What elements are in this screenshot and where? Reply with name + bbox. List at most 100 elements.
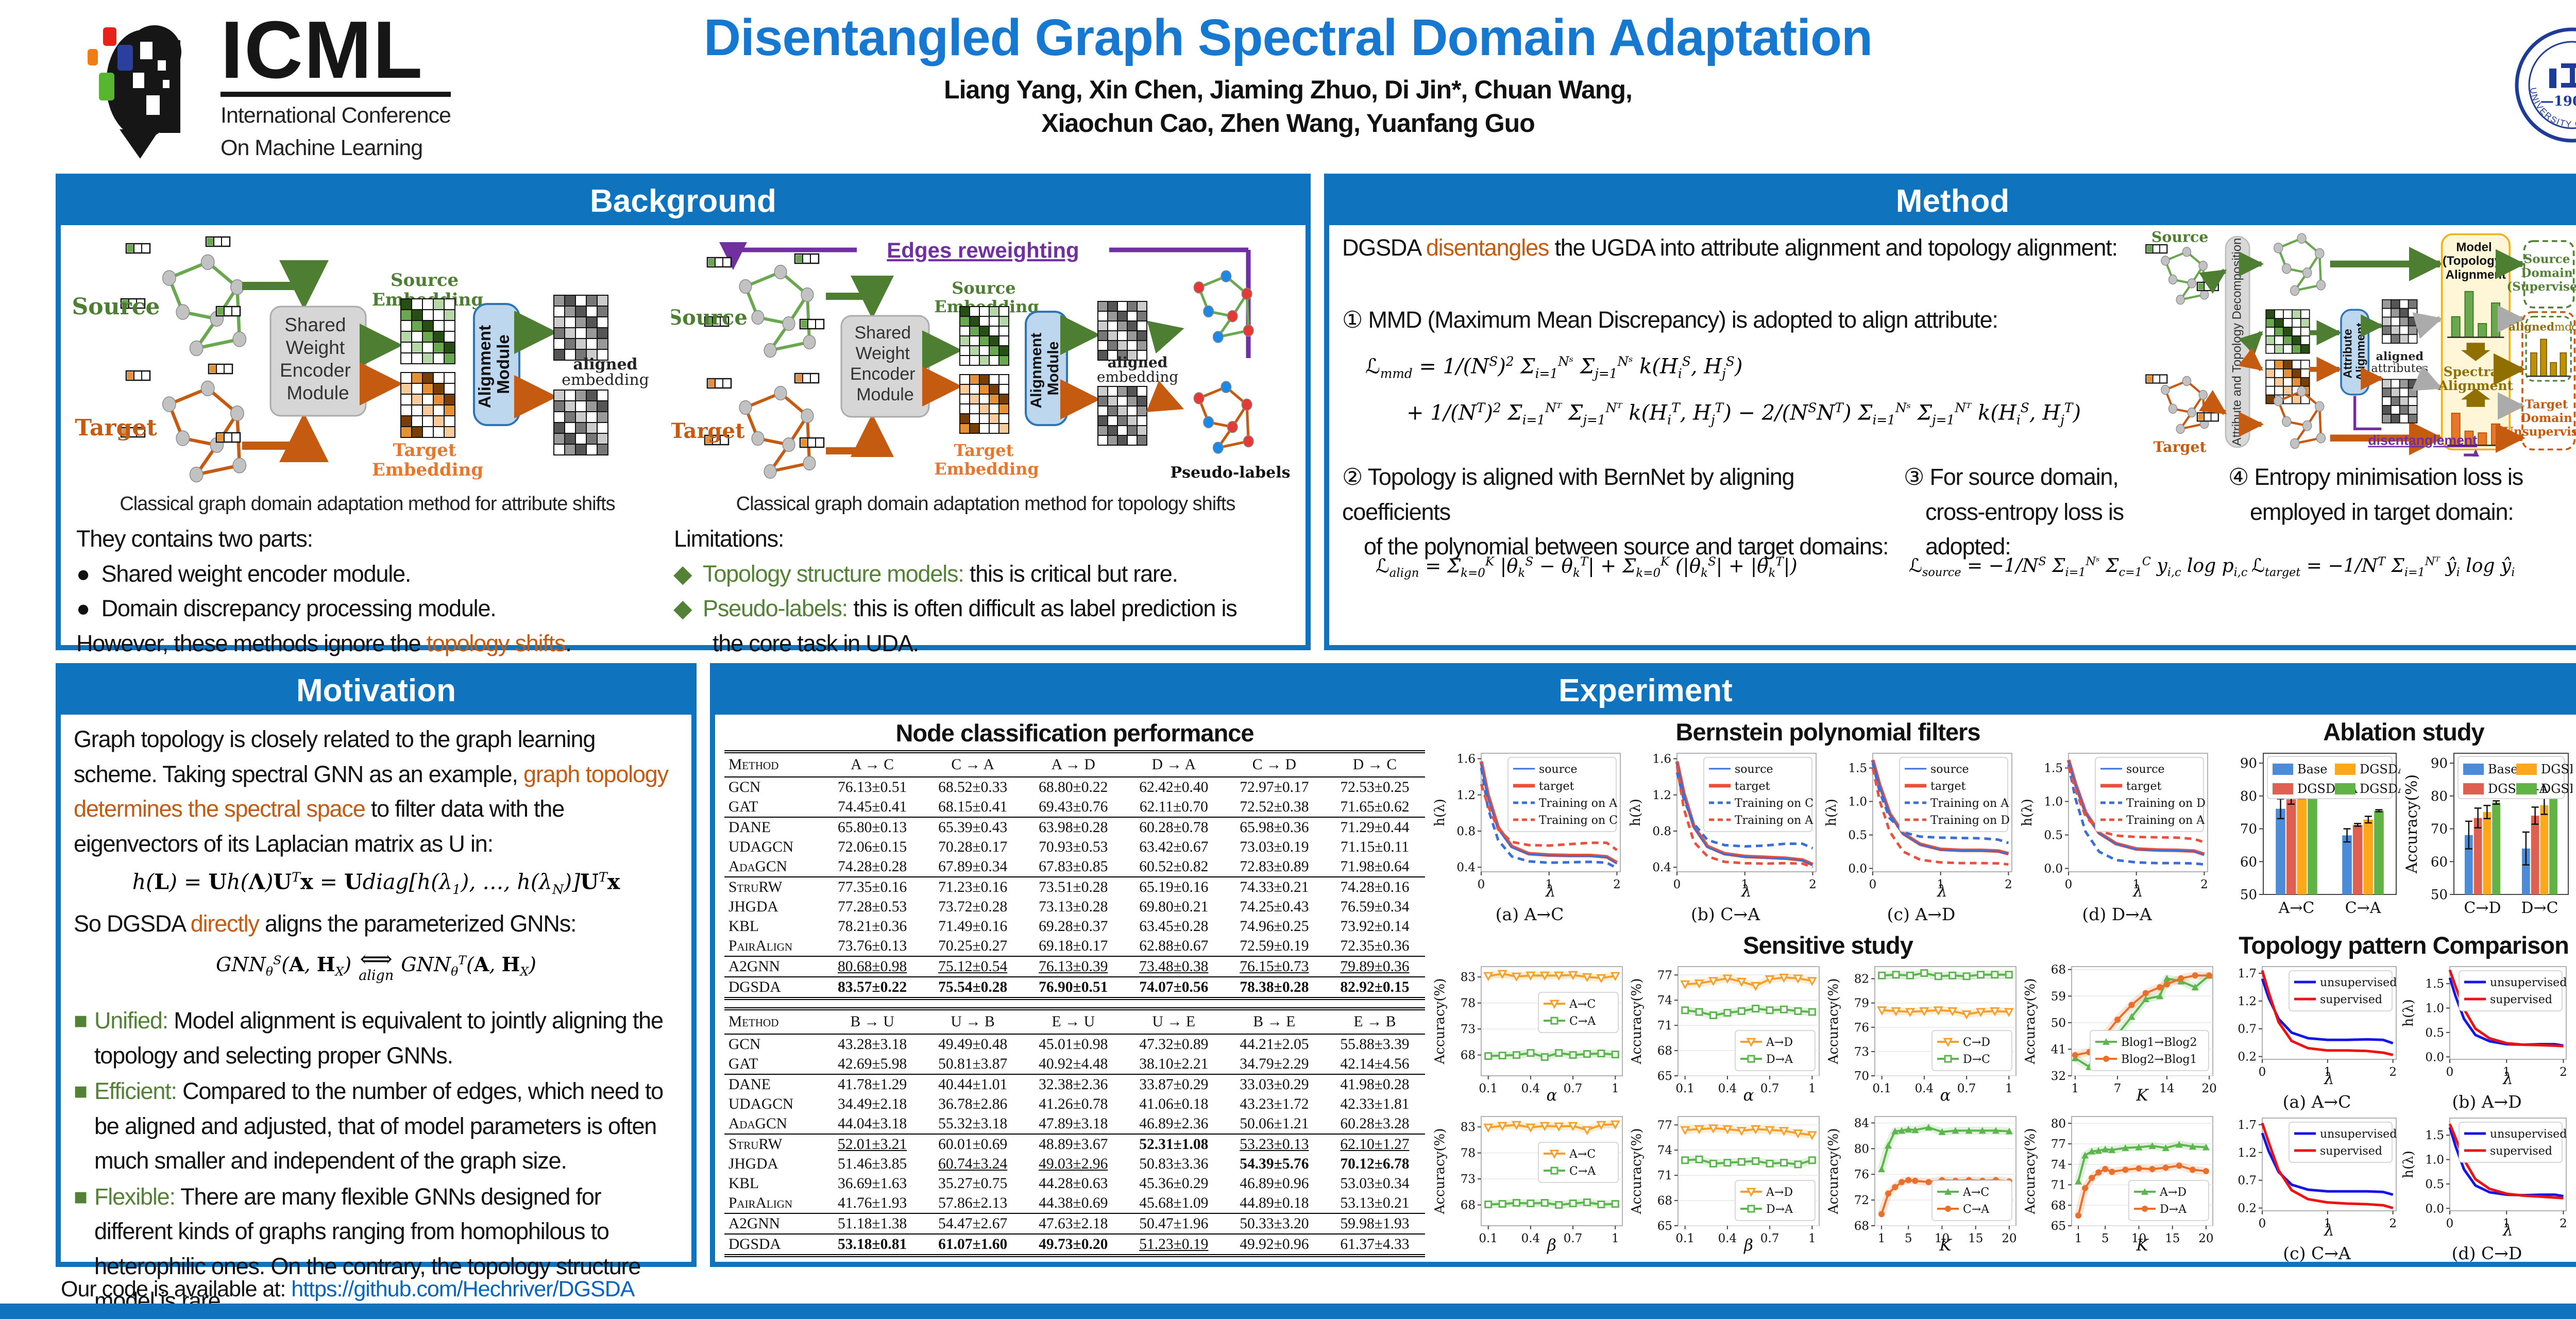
svg-text:λ: λ — [1740, 882, 1752, 901]
value-cell: 63.45±0.28 — [1139, 918, 1209, 935]
aligned-label: aligned — [2376, 350, 2424, 363]
bullet-2: ● Domain discrepancy processing module. — [76, 595, 497, 621]
value-cell: 68.52±0.33 — [922, 776, 1023, 797]
ablation-group: Ablation study 50 60 70 80 90 A→C C→A Base DGSDA… — [2232, 718, 2576, 921]
seal-year: —1903— — [2540, 94, 2576, 109]
value-cell: 72.06±0.15 — [838, 838, 907, 855]
svg-text:70: 70 — [2431, 822, 2448, 837]
svg-text:D→C: D→C — [2521, 899, 2558, 917]
bernstein-title: Bernstein polynomial filters — [1675, 718, 1981, 746]
target-label: Target — [75, 415, 157, 441]
svg-text:Base: Base — [2488, 762, 2518, 776]
bernstein-group: Bernstein polynomial filters 0 1 2 0.4 0.8 1.… — [1432, 718, 2222, 924]
value-cell: 60.01±0.69 — [922, 1134, 1023, 1154]
value-cell: 47.89±3.18 — [1039, 1115, 1108, 1132]
value-cell: 74.96±0.25 — [1240, 918, 1309, 935]
value-cell: 33.87±0.29 — [1123, 1074, 1224, 1094]
bullet-unified: ■ Unified: Model alignment is equivalent… — [74, 1007, 664, 1069]
svg-text:β: β — [1547, 1236, 1556, 1255]
svg-text:Training on A: Training on A — [2126, 814, 2205, 827]
value-cell: 68.15±0.41 — [938, 798, 1008, 815]
svg-text:target: target — [2126, 780, 2162, 793]
value-cell: 62.42±0.40 — [1123, 776, 1224, 797]
value-cell: 35.27±0.75 — [938, 1175, 1008, 1192]
university-seal: —1903— UNIVERSITY OF TECHNOLOGY — [2513, 8, 2576, 143]
table-row: A2GNN 51.18±1.38 54.47±2.67 47.63±2.18 50.47… — [724, 1213, 1425, 1234]
svg-text:2: 2 — [2389, 1066, 2397, 1079]
motivation-paragraph: Graph topology is closely related to the… — [74, 726, 669, 857]
background-panel-title: Background — [61, 179, 1306, 225]
bullet-1: ● Shared weight encoder module. — [76, 560, 411, 587]
value-cell: 78.21±0.36 — [838, 918, 907, 935]
svg-text:1.0: 1.0 — [2425, 1002, 2444, 1016]
chart-sen-3: 0.1 0.4 0.7 1 70 73 76 79 82 α Accuracy(%) C→D D→C — [1826, 966, 2016, 1105]
svg-text:2: 2 — [2389, 1217, 2397, 1230]
value-cell: 44.28±0.63 — [1039, 1175, 1108, 1192]
motivation-panel: Motivation Graph topology is closely rel… — [56, 663, 697, 1314]
chart-caption: (c) C→A — [2283, 1243, 2351, 1263]
svg-text:5: 5 — [1905, 1232, 1912, 1245]
target-label: Target — [2154, 438, 2207, 455]
svg-text:λ: λ — [1936, 882, 1947, 901]
footer-code: Our code is available at: https://github… — [61, 1277, 635, 1302]
svg-text:0: 0 — [2446, 1066, 2454, 1079]
svg-text:80: 80 — [2431, 789, 2448, 804]
target-embedding-label: Target Embedding — [934, 441, 1039, 479]
value-cell: 69.80±0.21 — [1139, 898, 1209, 915]
svg-text:1.5: 1.5 — [1848, 762, 1867, 775]
table-row: GCN 76.13±0.51 68.52±0.33 68.80±0.22 62.42±0… — [724, 776, 1425, 797]
svg-text:68: 68 — [1854, 1220, 1869, 1233]
value-cell: 71.49±0.16 — [938, 918, 1008, 935]
svg-text:1.0: 1.0 — [2425, 1154, 2444, 1167]
svg-text:h(λ): h(λ) — [1630, 799, 1643, 826]
svg-text:λ: λ — [2502, 1070, 2513, 1088]
value-cell: 74.07±0.56 — [1123, 976, 1224, 999]
value-cell: 76.15±0.73 — [1224, 956, 1325, 977]
value-cell: 75.54±0.28 — [922, 976, 1023, 999]
value-cell: 36.78±2.86 — [938, 1095, 1008, 1112]
svg-text:74: 74 — [1657, 994, 1672, 1007]
svg-text:0.4: 0.4 — [1718, 1232, 1737, 1245]
svg-text:0.4: 0.4 — [1456, 861, 1476, 874]
value-cell: 49.49±0.48 — [922, 1034, 1023, 1054]
motivation-panel-title: Motivation — [61, 668, 691, 715]
svg-text:A→C: A→C — [1962, 1186, 1989, 1199]
method-cell: JHGDA — [728, 1155, 778, 1172]
chart-cell: 0 1 2 0.0 0.5 1.0 1.5 λ h(λ) source target Training… — [2020, 748, 2213, 924]
value-cell: 44.38±0.69 — [1039, 1194, 1108, 1211]
value-cell: 41.76±1.93 — [838, 1194, 907, 1211]
svg-text:50: 50 — [2051, 1017, 2066, 1030]
value-cell: 73.72±0.28 — [938, 898, 1008, 915]
footer-repo-link[interactable]: https://github.com/Hechriver/DGSDA — [291, 1277, 635, 1301]
value-cell: 76.13±0.39 — [1023, 956, 1124, 977]
value-cell: 69.18±0.17 — [1039, 937, 1108, 954]
value-cell: 53.13±0.21 — [1340, 1194, 1410, 1211]
value-cell: 71.15±0.11 — [1340, 838, 1409, 855]
chart-caption: (d) D→A — [2082, 904, 2152, 924]
alignment-module-label: Alignment Module — [1028, 328, 1062, 408]
value-cell: 36.69±1.63 — [838, 1175, 907, 1192]
method-cell: DANE — [724, 817, 822, 837]
value-cell: 50.06±1.21 — [1240, 1115, 1309, 1132]
svg-text:2: 2 — [2005, 878, 2012, 891]
motivation-p2: So DGSDA directly aligns the parameteriz… — [74, 910, 577, 937]
value-cell: 46.89±0.96 — [1240, 1175, 1309, 1192]
svg-text:A→D: A→D — [1766, 1036, 1793, 1049]
value-cell: 41.26±0.78 — [1039, 1095, 1108, 1112]
svg-text:1.5: 1.5 — [2425, 977, 2444, 991]
chart-cell: 0 1 2 0.0 0.5 1.0 1.5 λ h(λ) unsupervised supervis… — [2401, 1113, 2571, 1263]
svg-text:80: 80 — [2051, 1117, 2066, 1130]
svg-text:20: 20 — [2202, 1082, 2217, 1095]
svg-text:1.6: 1.6 — [1456, 753, 1476, 766]
align-arrow-label: align — [359, 967, 394, 984]
svg-text:2: 2 — [1613, 878, 1621, 891]
table-header: U → E — [1123, 1009, 1224, 1035]
svg-text:90: 90 — [2240, 756, 2257, 771]
svg-text:7: 7 — [2114, 1082, 2122, 1095]
svg-text:source: source — [1539, 763, 1578, 776]
value-cell: 77.35±0.16 — [822, 876, 923, 897]
table-header: C → D — [1224, 752, 1325, 777]
svg-text:0.4: 0.4 — [1521, 1082, 1540, 1095]
